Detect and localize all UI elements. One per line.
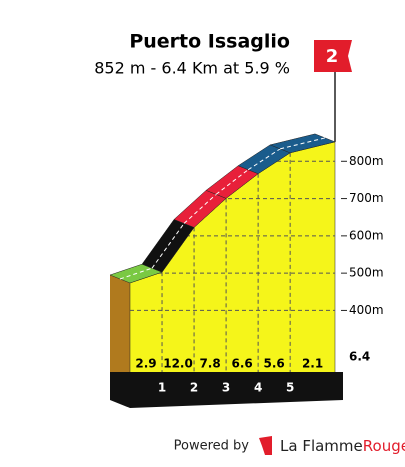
y-tick-label: 800m [349, 154, 384, 168]
grid [130, 152, 335, 380]
x-tick-label: 1 [158, 381, 166, 395]
y-tick-label: 700m [349, 191, 384, 205]
logo-icon [259, 436, 272, 455]
x-tick-label: 3 [222, 381, 230, 395]
base [110, 372, 343, 408]
grade-label: 2.1 [302, 357, 323, 371]
brand: La FlammeRouge [280, 437, 405, 455]
band-dash [119, 267, 153, 280]
chart-title: Puerto Issaglio [129, 31, 290, 53]
x-tick-label: 2 [190, 381, 198, 395]
grade-label: 5.6 [264, 357, 285, 371]
grade-label: 6.6 [231, 357, 252, 371]
brand-accent: Rouge [363, 437, 405, 455]
brand-name: La Flamme [280, 437, 363, 455]
grade-label: 12.0 [163, 357, 193, 371]
x-tick-label: 5 [286, 381, 294, 395]
x-tick-label: 4 [254, 381, 262, 395]
chart-subtitle: 852 m - 6.4 Km at 5.9 % [94, 59, 290, 78]
category-label: 2 [326, 46, 339, 67]
left-face [110, 274, 130, 380]
footer: Powered by La FlammeRouge [174, 436, 405, 455]
band-dash [151, 223, 185, 269]
y-tick-label: 400m [349, 303, 384, 317]
y-tick-label: 500m [349, 266, 384, 280]
x-tick-label: 6.4 [349, 350, 370, 364]
grade-label: 7.8 [199, 357, 220, 371]
powered-by: Powered by [174, 439, 250, 454]
y-tick-label: 600m [349, 228, 384, 242]
band-dash [280, 137, 326, 150]
plot: 400m 500m 600m 700m 800m 2.9 12.0 7.8 6.6 5.6 2.1 1… [109, 40, 384, 408]
band-dash [183, 193, 217, 224]
grade-label: 2.9 [135, 357, 156, 371]
band-dash [247, 148, 281, 171]
flag [314, 40, 352, 72]
